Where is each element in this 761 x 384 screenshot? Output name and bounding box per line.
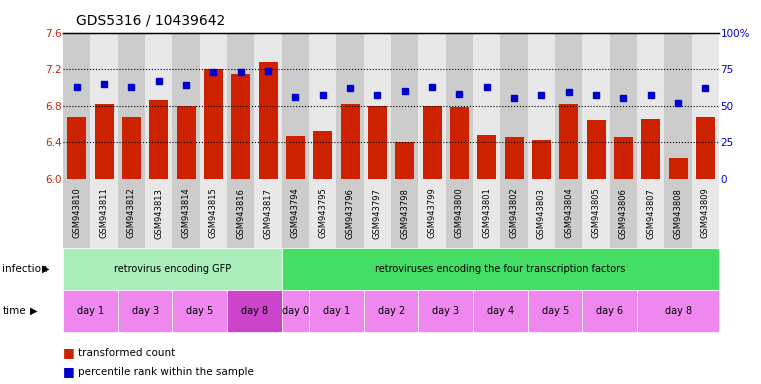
Bar — [227, 33, 254, 179]
Bar — [314, 131, 333, 179]
Text: ■: ■ — [63, 346, 75, 359]
Bar — [63, 33, 91, 179]
Bar — [231, 74, 250, 179]
Bar — [173, 33, 200, 179]
Text: GSM943805: GSM943805 — [591, 188, 600, 238]
Text: day 5: day 5 — [186, 306, 213, 316]
Text: GSM943810: GSM943810 — [72, 188, 81, 238]
Bar — [149, 100, 168, 179]
Text: GSM943802: GSM943802 — [510, 188, 519, 238]
Bar — [637, 33, 664, 179]
Text: day 1: day 1 — [323, 306, 350, 316]
Bar — [91, 33, 118, 179]
Text: GSM943812: GSM943812 — [127, 188, 136, 238]
Bar — [614, 137, 633, 179]
Text: day 3: day 3 — [432, 306, 460, 316]
Text: day 6: day 6 — [597, 306, 623, 316]
Bar — [696, 118, 715, 179]
Text: ▶: ▶ — [42, 264, 49, 274]
Text: infection: infection — [2, 264, 48, 274]
Bar — [610, 33, 637, 179]
Text: ■: ■ — [63, 365, 75, 378]
Text: GSM943798: GSM943798 — [400, 188, 409, 238]
Bar — [118, 33, 145, 179]
Bar — [336, 33, 364, 179]
Bar — [587, 120, 606, 179]
Bar — [422, 106, 441, 179]
Bar — [556, 33, 582, 179]
Bar — [341, 104, 360, 179]
Bar — [450, 108, 469, 179]
Text: transformed count: transformed count — [78, 348, 176, 358]
Text: percentile rank within the sample: percentile rank within the sample — [78, 367, 254, 377]
Text: day 3: day 3 — [132, 306, 159, 316]
Text: GSM943816: GSM943816 — [237, 188, 245, 238]
Text: GSM943797: GSM943797 — [373, 188, 382, 238]
Bar — [582, 33, 610, 179]
Bar — [391, 33, 419, 179]
Text: GSM943813: GSM943813 — [154, 188, 164, 238]
Bar — [446, 33, 473, 179]
Bar — [395, 142, 415, 179]
Text: GSM943803: GSM943803 — [537, 188, 546, 238]
Bar — [642, 119, 661, 179]
Bar — [282, 33, 309, 179]
Text: day 2: day 2 — [377, 306, 405, 316]
Text: GSM943808: GSM943808 — [673, 188, 683, 238]
Text: GSM943811: GSM943811 — [100, 188, 109, 238]
Bar — [145, 33, 173, 179]
Text: day 4: day 4 — [487, 306, 514, 316]
Text: GSM943815: GSM943815 — [209, 188, 218, 238]
Bar — [204, 69, 223, 179]
Bar — [501, 33, 528, 179]
Text: GSM943795: GSM943795 — [318, 188, 327, 238]
Text: GSM943796: GSM943796 — [345, 188, 355, 238]
Bar — [67, 118, 87, 179]
Text: GSM943799: GSM943799 — [428, 188, 437, 238]
Bar — [477, 135, 496, 179]
Text: retrovirus encoding GFP: retrovirus encoding GFP — [114, 264, 231, 274]
Bar — [419, 33, 446, 179]
Bar — [364, 33, 391, 179]
Text: GSM943817: GSM943817 — [263, 188, 272, 238]
Text: GSM943814: GSM943814 — [182, 188, 191, 238]
Text: day 1: day 1 — [77, 306, 104, 316]
Bar — [368, 106, 387, 179]
Text: retroviruses encoding the four transcription factors: retroviruses encoding the four transcrip… — [375, 264, 626, 274]
Bar — [532, 140, 551, 179]
Bar — [122, 118, 141, 179]
Bar — [505, 137, 524, 179]
Bar — [177, 106, 196, 179]
Text: GSM943801: GSM943801 — [482, 188, 492, 238]
Text: GSM943807: GSM943807 — [646, 188, 655, 238]
Text: GSM943794: GSM943794 — [291, 188, 300, 238]
Bar — [286, 136, 305, 179]
Bar — [254, 33, 282, 179]
Text: day 0: day 0 — [282, 306, 309, 316]
Text: GSM943800: GSM943800 — [455, 188, 464, 238]
Text: time: time — [2, 306, 26, 316]
Text: ▶: ▶ — [30, 306, 38, 316]
Bar — [669, 159, 688, 179]
Bar — [473, 33, 501, 179]
Bar — [94, 104, 113, 179]
Bar — [528, 33, 556, 179]
Bar — [200, 33, 227, 179]
Bar — [309, 33, 336, 179]
Bar — [259, 62, 278, 179]
Text: GSM943806: GSM943806 — [619, 188, 628, 238]
Text: day 5: day 5 — [542, 306, 568, 316]
Text: GDS5316 / 10439642: GDS5316 / 10439642 — [76, 13, 225, 27]
Bar — [692, 33, 719, 179]
Text: GSM943809: GSM943809 — [701, 188, 710, 238]
Text: day 8: day 8 — [664, 306, 692, 316]
Bar — [664, 33, 692, 179]
Bar — [559, 104, 578, 179]
Text: GSM943804: GSM943804 — [565, 188, 573, 238]
Text: day 8: day 8 — [241, 306, 268, 316]
